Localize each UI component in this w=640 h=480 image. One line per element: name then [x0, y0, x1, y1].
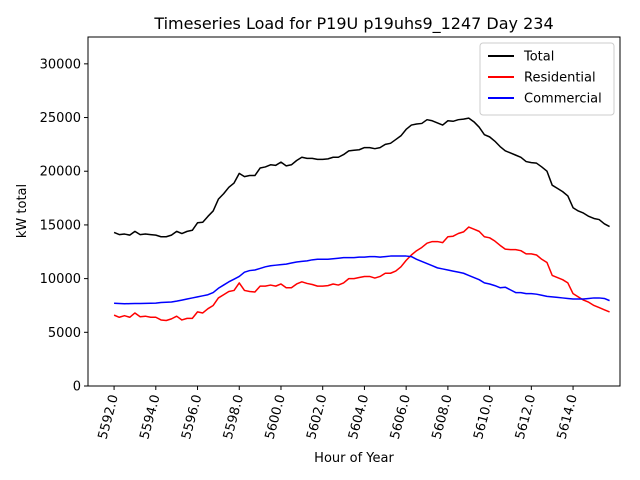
x-axis-label: Hour of Year	[314, 451, 394, 466]
series-line-commercial	[114, 255, 610, 305]
legend-label-total: Total	[523, 50, 554, 65]
y-tick-label: 10000	[40, 272, 81, 287]
series-line-total	[113, 117, 610, 238]
series-line-residential	[113, 226, 610, 322]
y-tick-label: 0	[73, 380, 81, 395]
legend-label-residential: Residential	[524, 71, 596, 86]
y-tick-label: 20000	[40, 165, 81, 180]
y-tick-label: 5000	[48, 326, 81, 341]
legend: Total Residential Commercial	[479, 42, 615, 116]
axes-frame	[87, 36, 621, 387]
y-tick-label: 25000	[40, 111, 81, 126]
series-lines	[113, 117, 610, 322]
y-axis-label: kW total	[15, 184, 30, 238]
chart-title: Timeseries Load for P19U p19uhs9_1247 Da…	[153, 14, 553, 34]
legend-label-commercial: Commercial	[524, 92, 602, 107]
y-tick-label: 30000	[40, 57, 81, 72]
y-tick-label: 15000	[40, 218, 81, 233]
